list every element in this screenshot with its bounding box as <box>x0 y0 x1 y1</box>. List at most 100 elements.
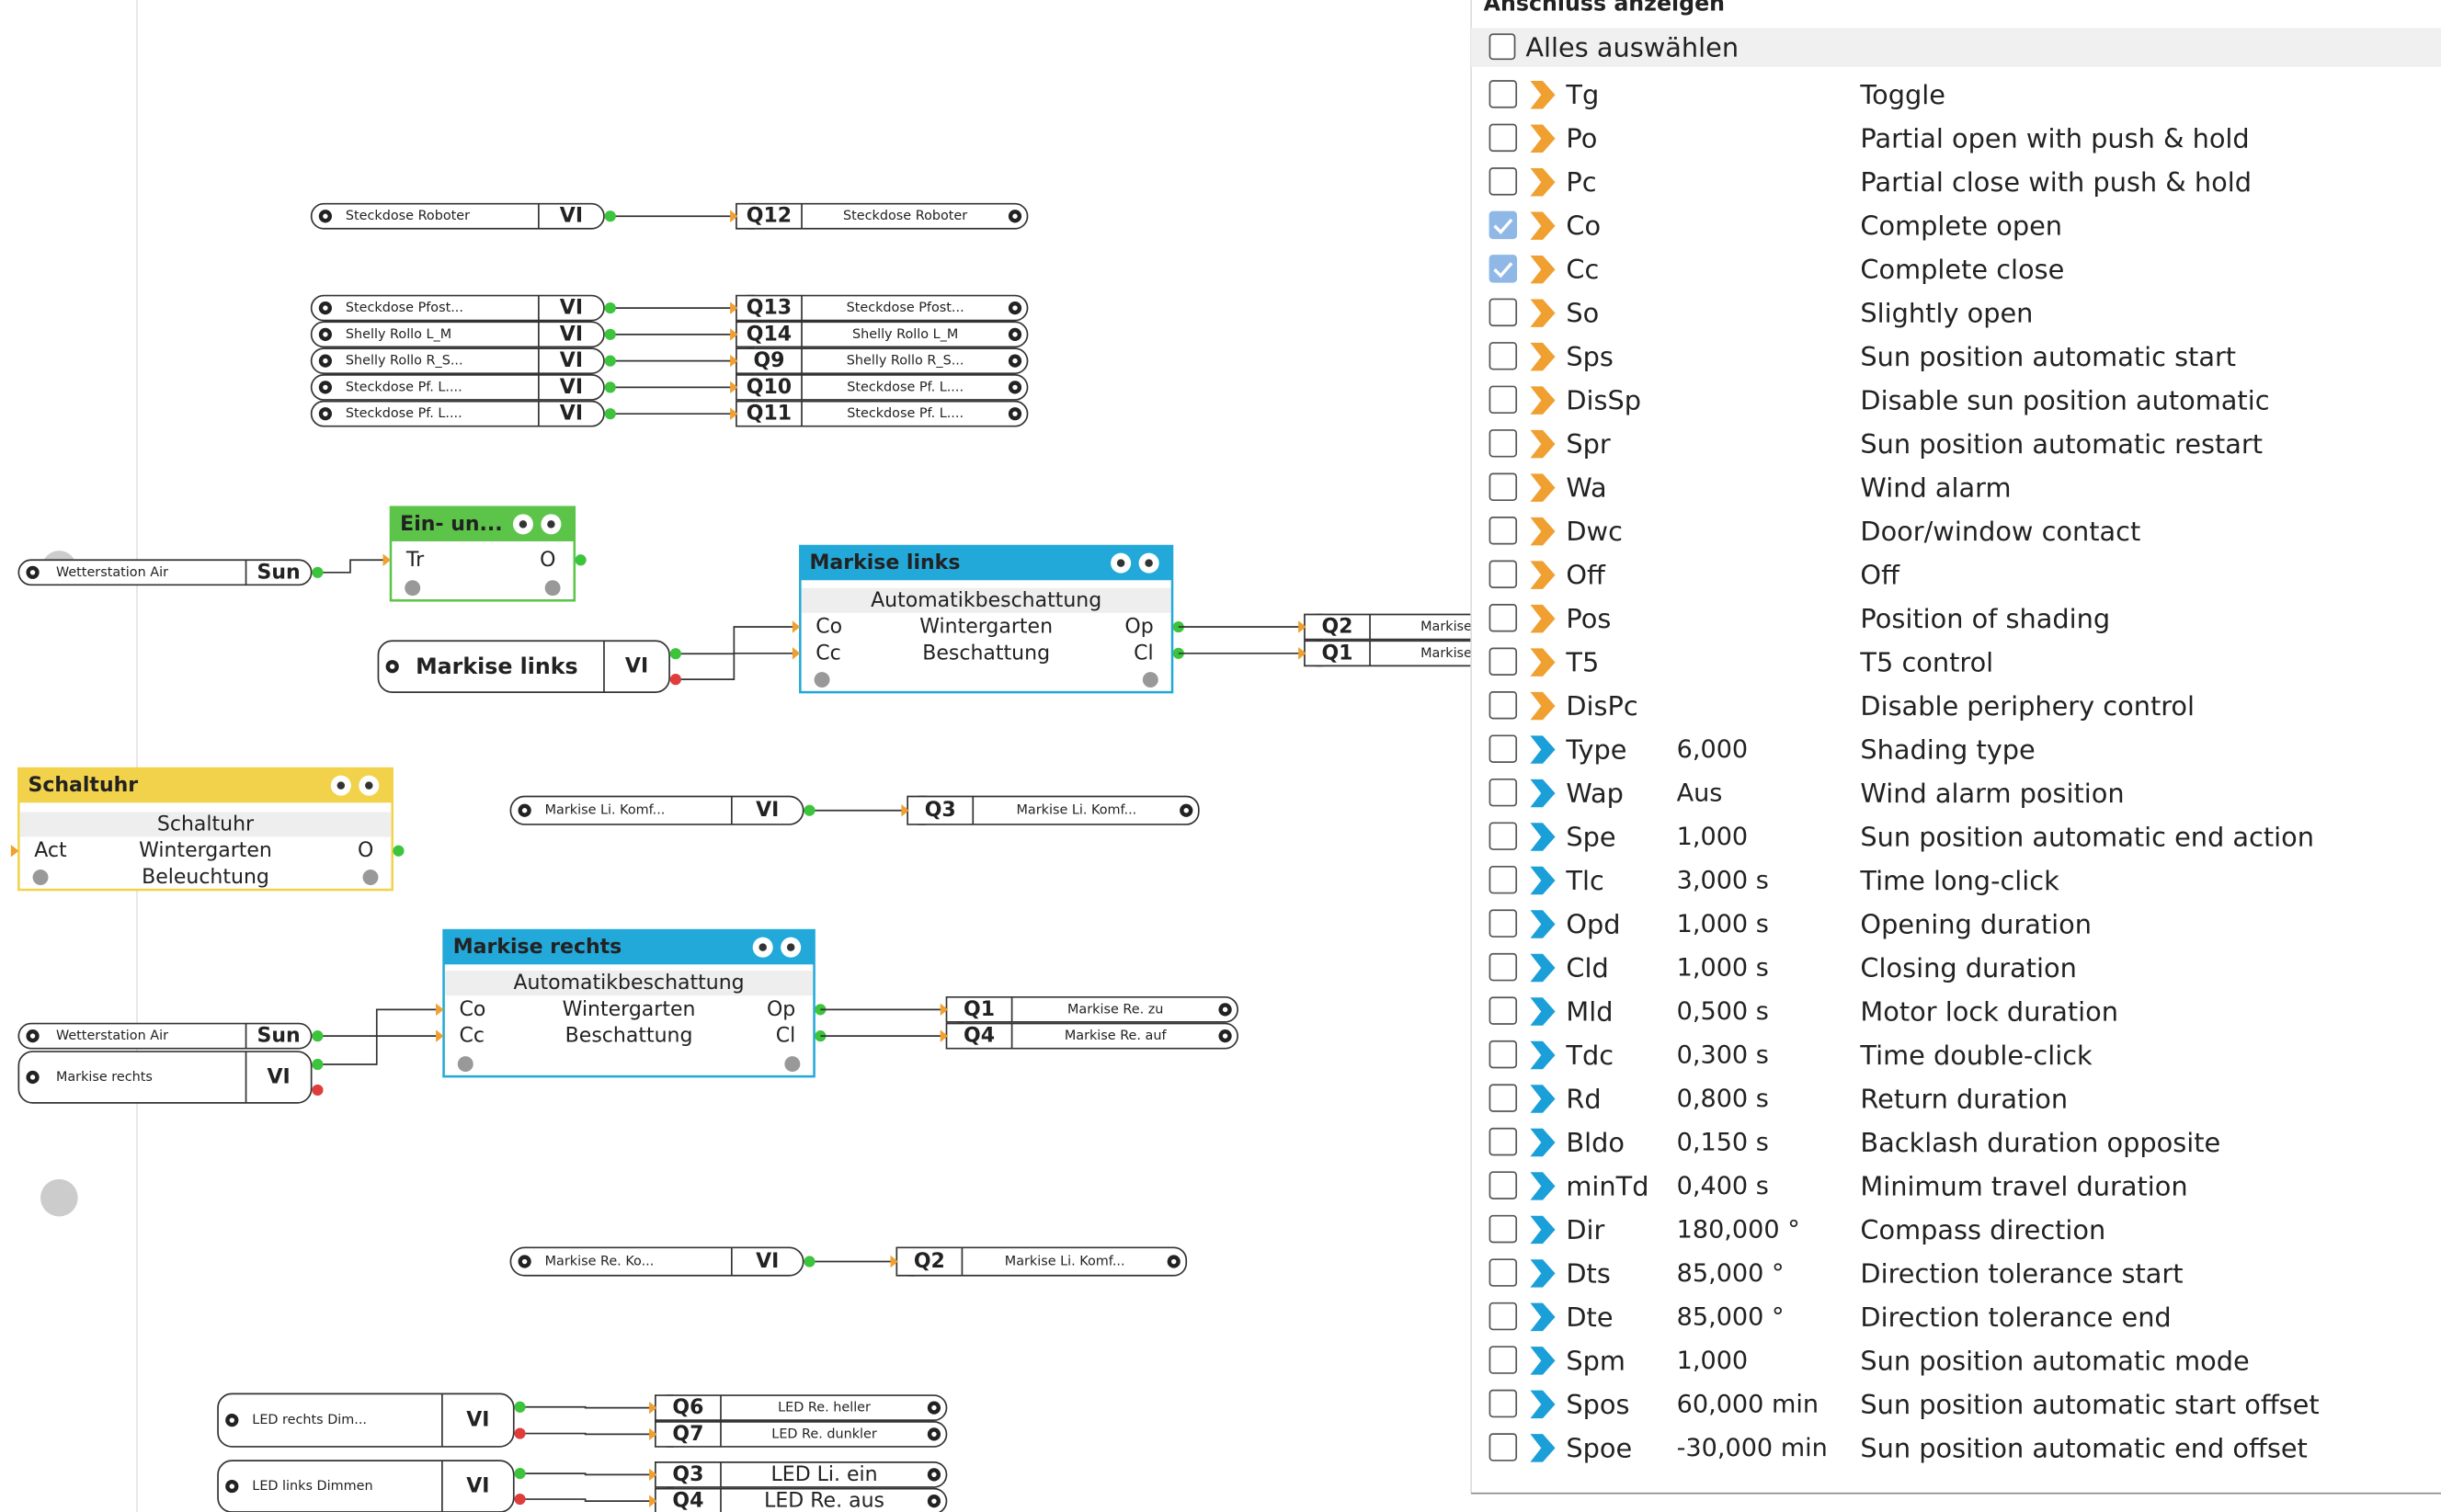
checkbox[interactable] <box>1489 865 1518 894</box>
connector-description: Compass direction <box>1860 1214 2105 1245</box>
gear-hole <box>29 570 36 575</box>
port-label: VI <box>756 1250 779 1273</box>
connector-description: Motor lock duration <box>1860 995 2118 1027</box>
connector-description: Partial close with push & hold <box>1860 166 2252 198</box>
checkbox[interactable] <box>1489 604 1518 632</box>
add-input[interactable] <box>457 1056 473 1073</box>
checkbox[interactable] <box>1489 385 1518 415</box>
checkbox[interactable] <box>1489 517 1518 545</box>
checkbox[interactable] <box>1489 255 1518 283</box>
port-dot <box>604 355 616 367</box>
connector-value: 0,400 s <box>1677 1172 1769 1200</box>
input-box[interactable] <box>17 1022 313 1050</box>
checkbox[interactable] <box>1489 952 1518 982</box>
checkbox[interactable] <box>1489 1127 1518 1156</box>
input-label: Steckdose Pf. L.... <box>346 380 462 394</box>
add-input[interactable] <box>814 672 830 688</box>
connector-value: 6,000 <box>1677 735 1749 764</box>
input-arrow <box>649 1401 657 1415</box>
checkbox[interactable] <box>1489 560 1518 588</box>
connector-description: Sun position automatic restart <box>1860 428 2263 460</box>
q-label: Q1 <box>964 998 995 1021</box>
q-label: Q12 <box>747 205 792 228</box>
checkbox[interactable] <box>1489 822 1518 850</box>
gear-hole <box>323 411 328 416</box>
q-label: Q1 <box>1321 642 1352 665</box>
input-box[interactable] <box>377 640 670 693</box>
output-label: Markise Li. Komf... <box>1016 803 1136 818</box>
port-dot <box>312 1084 324 1097</box>
output-label: Shelly Rollo L_M <box>852 327 958 342</box>
gear-hole <box>1012 411 1018 416</box>
checkbox[interactable] <box>1489 1258 1518 1287</box>
input-box[interactable] <box>509 1246 804 1277</box>
checkbox[interactable] <box>1489 342 1518 370</box>
input-box[interactable] <box>310 294 605 322</box>
checkbox[interactable] <box>1489 734 1518 763</box>
checkbox[interactable] <box>1489 690 1518 720</box>
checkbox[interactable] <box>1489 429 1518 458</box>
checkbox[interactable] <box>1489 909 1518 938</box>
input-label: LED links Dimmen <box>252 1479 372 1494</box>
add-output[interactable] <box>544 580 561 597</box>
connector-abbr: Spm <box>1566 1345 1625 1376</box>
q-label: Q7 <box>672 1423 703 1446</box>
input-box[interactable] <box>310 400 605 427</box>
connector-value: 85,000 ° <box>1677 1259 1785 1288</box>
checkbox[interactable] <box>1489 210 1518 240</box>
port-dot <box>312 1058 324 1071</box>
connector-value: -30,000 min <box>1677 1434 1828 1462</box>
checkbox[interactable] <box>1489 123 1518 153</box>
add-input[interactable] <box>32 870 49 885</box>
output-label: Steckdose Roboter <box>843 209 967 223</box>
add-output[interactable] <box>784 1056 801 1073</box>
connector-abbr: Spos <box>1566 1389 1629 1420</box>
check-mark <box>1493 218 1513 234</box>
checkbox[interactable] <box>1489 167 1518 196</box>
checkbox[interactable] <box>1489 778 1518 807</box>
input-box[interactable] <box>217 1393 515 1448</box>
checkbox[interactable] <box>1489 1302 1518 1331</box>
connector-description: Sun position automatic end offset <box>1860 1432 2307 1463</box>
block-title: Markise links <box>809 551 960 574</box>
input-box[interactable] <box>217 1460 515 1512</box>
checkbox[interactable] <box>1489 298 1518 327</box>
add-input[interactable] <box>405 580 421 597</box>
output-box-edge <box>736 295 756 321</box>
connector-description: Sun position automatic start offset <box>1860 1389 2319 1420</box>
checkbox[interactable] <box>1489 1214 1518 1244</box>
add-output[interactable] <box>362 870 379 885</box>
port-dot <box>604 302 616 314</box>
checkbox[interactable] <box>1489 996 1518 1025</box>
checkbox[interactable] <box>1489 33 1516 61</box>
q-label: Q2 <box>1321 616 1352 639</box>
input-box[interactable] <box>310 321 605 348</box>
checkbox[interactable] <box>1489 647 1518 676</box>
checkbox[interactable] <box>1489 1040 1518 1069</box>
input-box[interactable] <box>17 1051 313 1104</box>
connector-abbr: DisPc <box>1566 690 1637 722</box>
checkbox[interactable] <box>1489 1171 1518 1199</box>
input-box[interactable] <box>310 347 605 375</box>
output-box-edge <box>736 322 756 347</box>
input-box[interactable] <box>17 559 313 586</box>
input-box[interactable] <box>310 374 605 401</box>
add-output[interactable] <box>1142 672 1158 688</box>
input-arrow <box>730 381 738 394</box>
checkbox[interactable] <box>1489 80 1518 108</box>
checkbox[interactable] <box>1489 1084 1518 1112</box>
checkbox[interactable] <box>1489 1433 1518 1461</box>
checkbox[interactable] <box>1489 472 1518 502</box>
checkbox[interactable] <box>1489 1346 1518 1374</box>
input-box[interactable] <box>509 795 804 825</box>
input-box[interactable] <box>310 202 605 230</box>
port-label: Sun <box>257 561 300 584</box>
output-label: LED Re. heller <box>778 1401 871 1415</box>
input-arrow <box>436 1003 444 1017</box>
icon-core <box>519 520 528 529</box>
connector-abbr: Cc <box>1566 254 1599 285</box>
connector-description: Time long-click <box>1859 865 2059 896</box>
block-output: Op <box>1124 616 1153 639</box>
checkbox[interactable] <box>1489 1389 1518 1418</box>
input-arrow <box>730 328 738 341</box>
